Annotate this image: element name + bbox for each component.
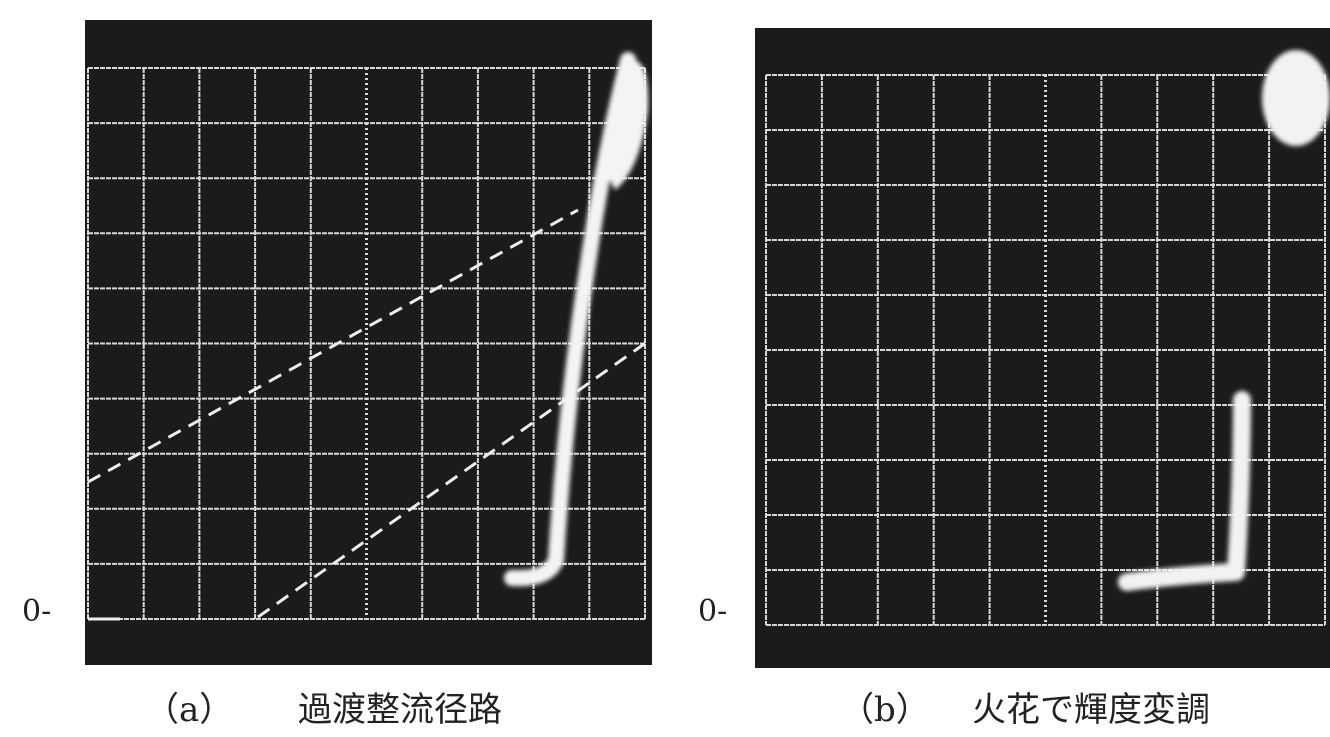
panel-a [85, 20, 652, 665]
graticule [765, 74, 1326, 626]
zero-label: 0- [22, 594, 51, 629]
trace [1118, 50, 1330, 591]
dashed-line [257, 340, 648, 619]
caption-text: 過渡整流径路 [298, 690, 502, 730]
zero-label: 0- [698, 594, 727, 629]
caption-text: 火花で輝度変調 [972, 690, 1210, 730]
caption-label: （a） [145, 690, 233, 730]
trace-curve [1118, 391, 1251, 591]
trace [504, 52, 649, 587]
graticule [87, 67, 646, 620]
trace-blob [600, 59, 649, 191]
trace-blob [1262, 50, 1330, 146]
caption-label: （b） [840, 690, 930, 730]
dashed-line [87, 208, 579, 484]
panel-b [755, 28, 1330, 668]
